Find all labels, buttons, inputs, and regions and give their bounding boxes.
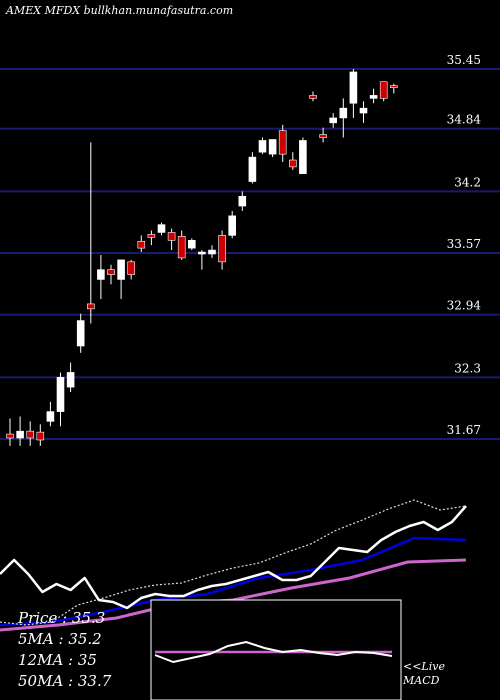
macd-label: MACD (403, 674, 440, 687)
candle-body (268, 139, 277, 155)
candle-body (66, 372, 75, 388)
candle-body (258, 140, 267, 153)
gridline (0, 68, 500, 70)
ma12-line (0, 536, 467, 627)
candle-body (248, 156, 257, 182)
candle-body (147, 234, 156, 238)
gridline (0, 438, 500, 440)
candle-body (319, 134, 327, 138)
legend-price: Price : 35.3 (18, 609, 106, 627)
gridline (0, 252, 500, 255)
gridlines: 35.45 34.84 34.2 33.57 32.94 32.3 31.67 (0, 53, 500, 440)
legend-12ma: 12MA : 35 (18, 651, 97, 669)
gridline (0, 190, 500, 193)
candle-body (127, 261, 135, 275)
candle-body (208, 249, 216, 255)
gridline (0, 127, 500, 130)
candle-body (389, 85, 398, 88)
candle-body (359, 107, 368, 114)
candle-body (97, 269, 105, 280)
price-line (0, 505, 467, 610)
candle-body (56, 377, 65, 412)
legend-50ma: 50MA : 33.7 (18, 672, 112, 690)
candle-body (278, 130, 287, 155)
y-tick-label: 35.45 (447, 53, 481, 67)
candle-body (167, 232, 176, 241)
y-tick-label: 31.67 (447, 423, 481, 437)
candle-body (6, 433, 14, 439)
macd-panel (150, 599, 402, 700)
candle-body (299, 140, 307, 175)
candle-body (26, 430, 35, 439)
candle-body (117, 259, 125, 280)
gridline (0, 376, 500, 379)
candle-body (137, 240, 146, 249)
candle-body (339, 107, 348, 119)
candle-body (288, 159, 297, 168)
candle-body (238, 195, 247, 207)
candle-body (369, 95, 378, 99)
candle-body (107, 269, 115, 275)
macd-live-label: <<Live MACD (403, 660, 445, 688)
candle-body (16, 430, 24, 439)
candle-body (188, 239, 196, 249)
candle-body (228, 215, 236, 236)
candle-body (218, 235, 226, 263)
candle-body (46, 411, 55, 422)
y-tick-label: 34.84 (447, 113, 482, 127)
y-tick-label: 32.3 (454, 361, 481, 375)
candle-body (87, 303, 95, 310)
gridline (0, 313, 500, 316)
live-link[interactable]: <<Live (403, 660, 445, 673)
chart-title: AMEX MFDX bullkhan.munafasutra.com (6, 4, 234, 17)
candle-body (198, 251, 206, 255)
candle-body (309, 95, 317, 99)
candle-body (329, 117, 338, 124)
candle-body (36, 431, 45, 441)
candle-body (379, 81, 388, 99)
legend-5ma: 5MA : 35.2 (18, 630, 102, 648)
candle-body (177, 236, 186, 259)
candle-body (349, 71, 358, 104)
macd-line (154, 640, 393, 664)
candle-body (76, 320, 85, 347)
y-tick-label: 33.57 (447, 237, 481, 251)
candles (6, 69, 398, 446)
candle-body (157, 224, 166, 233)
y-tick-label: 32.94 (447, 299, 482, 313)
y-tick-label: 34.2 (454, 175, 481, 189)
